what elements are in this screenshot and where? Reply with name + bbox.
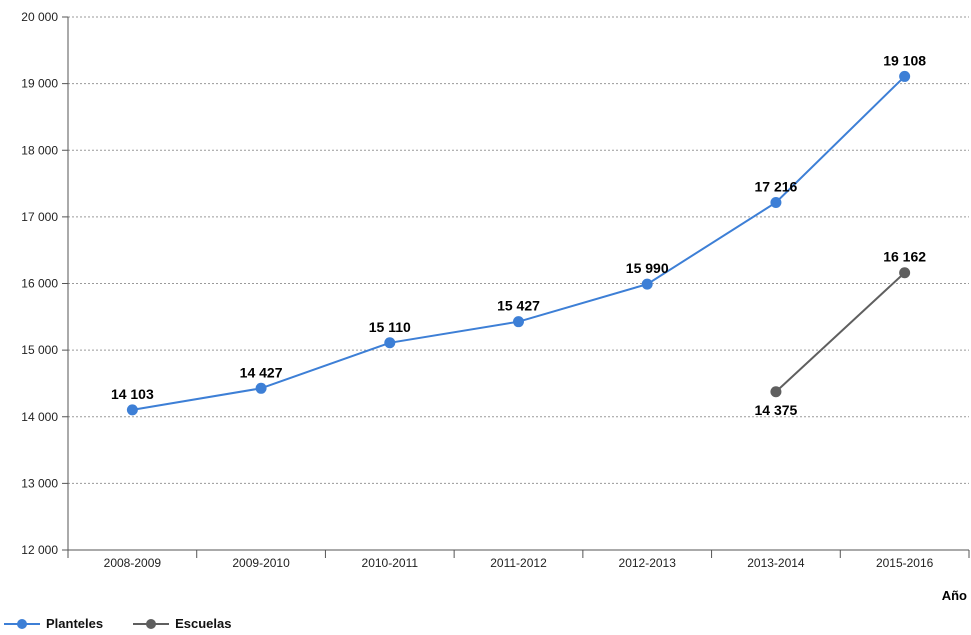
legend-label-escuelas: Escuelas: [175, 616, 232, 631]
data-label-planteles-2015-2016: 19 108: [883, 52, 926, 68]
data-labels: 14 103 14 427 15 110 15 427 15 990 17 216 19 1…: [111, 52, 926, 417]
legend-marker-planteles: [4, 618, 40, 629]
series-line-escuelas: [775, 271, 906, 393]
point-planteles-2008-2009: [126, 404, 138, 416]
legend-item-escuelas[interactable]: Escuelas: [133, 616, 231, 631]
point-escuelas-2013-2014: [770, 386, 782, 398]
x-tick-label-2010-2011: 2010-2011: [362, 556, 419, 570]
y-tick-label-16000: 16 000: [21, 277, 58, 291]
data-label-planteles-2009-2010: 14 427: [240, 364, 283, 380]
point-escuelas-2015-2016: [899, 267, 911, 279]
legend-marker-escuelas: [133, 618, 170, 629]
x-tick-label-2009-2010: 2009-2010: [232, 556, 290, 570]
y-tick-label-19000: 19 000: [21, 77, 58, 91]
x-tick-label-2011-2012: 2011-2012: [490, 556, 547, 570]
data-label-planteles-2010-2011: 15 110: [369, 319, 411, 335]
data-label-planteles-2013-2014: 17 216: [755, 178, 798, 194]
legend: Planteles Escuelas: [4, 616, 231, 631]
y-tick-label-13000: 13 000: [21, 476, 58, 490]
data-label-planteles-2012-2013: 15 990: [626, 260, 669, 276]
data-label-planteles-2008-2009: 14 103: [111, 386, 154, 402]
y-tick-label-12000: 12 000: [21, 543, 58, 557]
x-tick-label-2013-2014: 2013-2014: [747, 556, 805, 570]
y-tick-label-18000: 18 000: [21, 143, 58, 157]
y-tick-label-15000: 15 000: [21, 343, 58, 357]
data-label-escuelas-2013-2014: 14 375: [755, 402, 798, 418]
y-tick-label-17000: 17 000: [21, 210, 58, 224]
point-planteles-2010-2011: [384, 337, 396, 349]
y-tick-label-14000: 14 000: [21, 410, 58, 424]
x-tick-label-2012-2013: 2012-2013: [619, 556, 677, 570]
point-planteles-2009-2010: [255, 382, 267, 394]
x-axis: 2008-2009 2009-2010 2010-2011 2011-2012 2012…: [67, 549, 970, 570]
point-planteles-2012-2013: [641, 278, 653, 290]
data-label-planteles-2011-2012: 15 427: [497, 298, 540, 314]
legend-label-planteles: Planteles: [46, 616, 104, 631]
point-planteles-2015-2016: [899, 70, 911, 82]
series-line-planteles: [132, 75, 906, 411]
x-tick-label-2015-2016: 2015-2016: [876, 556, 934, 570]
series-group: [126, 70, 911, 416]
x-tick-label-2008-2009: 2008-2009: [104, 556, 162, 570]
point-planteles-2013-2014: [770, 196, 782, 208]
y-axis: 12 000 13 000 14 000 15 000 16 000 17 000 18 0…: [21, 10, 69, 557]
grid-lines: [68, 16, 969, 484]
point-planteles-2011-2012: [513, 316, 524, 328]
data-label-escuelas-2015-2016: 16 162: [883, 249, 926, 265]
legend-item-planteles[interactable]: Planteles: [4, 616, 103, 631]
y-tick-label-20000: 20 000: [21, 10, 58, 24]
x-axis-title: Año: [942, 588, 967, 603]
